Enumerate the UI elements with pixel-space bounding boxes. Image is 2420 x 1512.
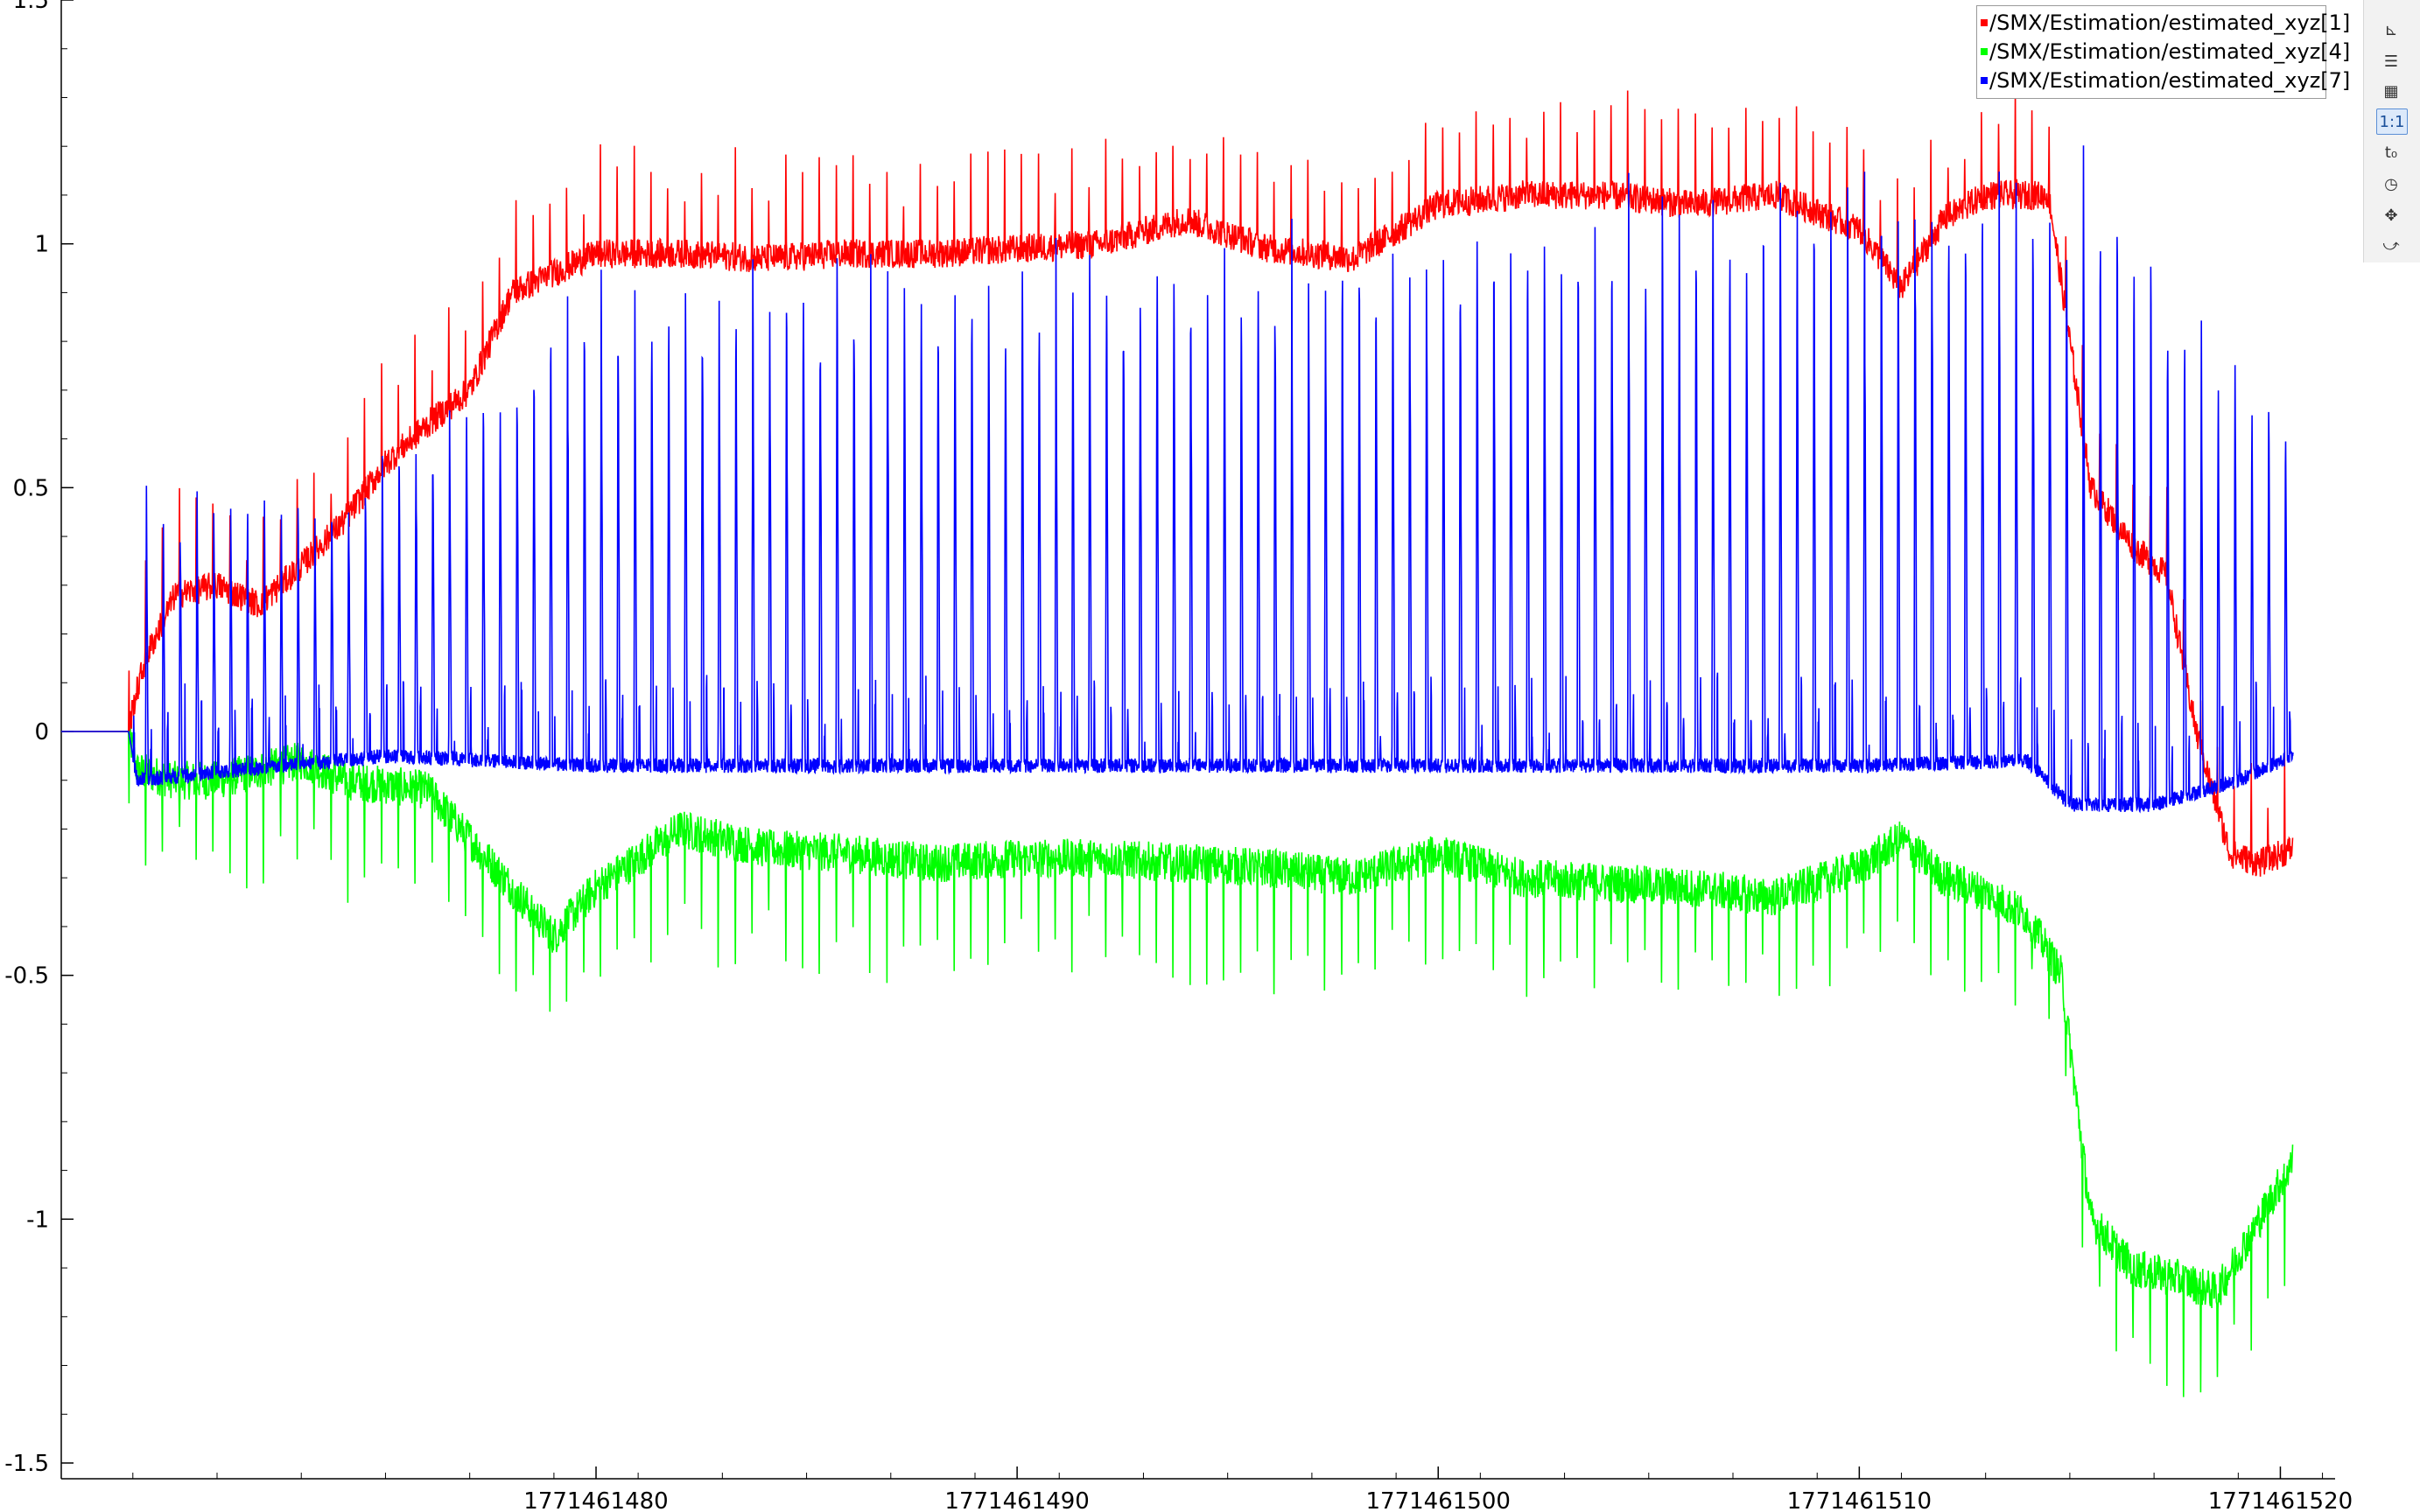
legend-item[interactable]: /SMX/Estimation/estimated_xyz[7] — [1977, 66, 2350, 94]
y-tick-label: 0.5 — [13, 475, 49, 501]
legend-label: /SMX/Estimation/estimated_xyz[7] — [1989, 67, 2351, 93]
series-line-xyz4 — [61, 718, 2294, 1397]
legend-swatch-green — [1981, 47, 1988, 55]
legend-swatch-blue — [1981, 76, 1988, 84]
series-line-xyz7 — [61, 145, 2294, 814]
legend-label: /SMX/Estimation/estimated_xyz[1] — [1989, 10, 2351, 35]
legend-item[interactable]: /SMX/Estimation/estimated_xyz[4] — [1977, 37, 2350, 66]
legend-list-icon[interactable]: ☰ — [2383, 52, 2399, 71]
time-offset-icon[interactable]: t₀ — [2384, 143, 2398, 162]
series-line-xyz1 — [61, 83, 2294, 877]
chart-svg: -1.5 -1 -0.5 0 0.5 1 1.5 1771461480 1771461490 17… — [4, 0, 2353, 1512]
x-tick-label: 1771461490 — [944, 1488, 1089, 1512]
move-icon[interactable]: ✥ — [2384, 206, 2398, 225]
grid-icon[interactable]: ▦ — [2383, 81, 2399, 101]
x-tick-label: 1771461510 — [1787, 1488, 1932, 1512]
y-tick-label: -0.5 — [4, 963, 49, 990]
y-tick-label: -1.5 — [4, 1451, 49, 1477]
x-tick-label: 1771461520 — [2208, 1488, 2353, 1512]
plot-area[interactable]: -1.5 -1 -0.5 0 0.5 1 1.5 1771461480 1771461490 17… — [0, 0, 2363, 1512]
legend[interactable]: /SMX/Estimation/estimated_xyz[1] /SMX/Es… — [1976, 5, 2350, 99]
legend-swatch-red — [1981, 18, 1988, 26]
legend-label: /SMX/Estimation/estimated_xyz[4] — [1989, 38, 2351, 64]
x-tick-label: 1771461480 — [523, 1488, 668, 1512]
curve-points-icon[interactable]: ⤻ — [2382, 235, 2400, 255]
legend-item[interactable]: /SMX/Estimation/estimated_xyz[1] — [1977, 8, 2350, 37]
clock-icon[interactable]: ◷ — [2384, 174, 2398, 193]
y-tick-label: -1 — [26, 1207, 49, 1233]
x-tick-label: 1771461500 — [1366, 1488, 1511, 1512]
y-tick-label: 1 — [34, 232, 49, 258]
y-tick-label: 0 — [34, 719, 49, 746]
side-toolbar: ⊾ ☰ ▦ 1:1 t₀ ◷ ✥ ⤻ — [2363, 0, 2420, 262]
ratio-1to1-icon[interactable]: 1:1 — [2376, 108, 2408, 135]
chart-axis-icon[interactable]: ⊾ — [2384, 20, 2398, 39]
y-tick-label: 1.5 — [13, 0, 49, 14]
